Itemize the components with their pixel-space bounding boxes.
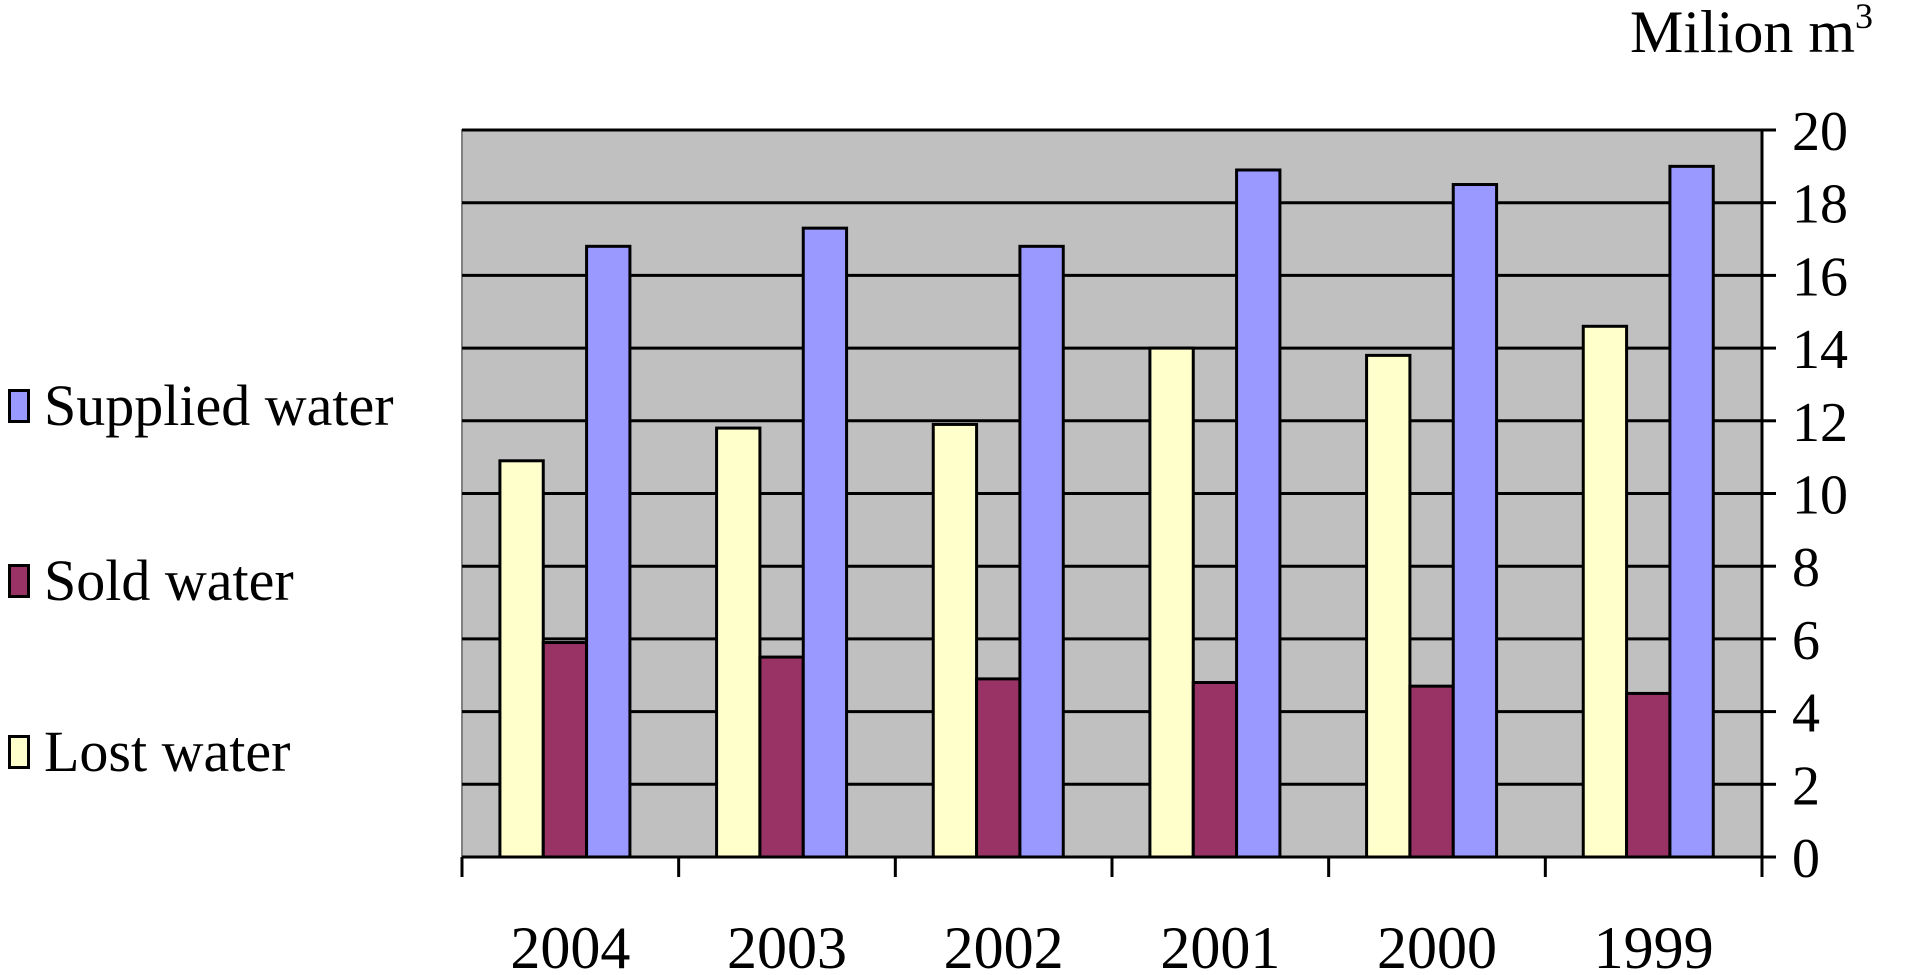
bar xyxy=(1625,691,1672,859)
y-tick-label: 2 xyxy=(1792,755,1820,817)
y-tick-label: 16 xyxy=(1792,246,1848,308)
bar xyxy=(541,641,589,859)
bar xyxy=(1191,681,1239,859)
y-tick-label: 18 xyxy=(1792,174,1848,236)
bar xyxy=(975,677,1022,859)
bar xyxy=(801,226,849,859)
bar xyxy=(1668,164,1715,859)
bar xyxy=(1018,244,1065,859)
bar xyxy=(758,655,805,859)
legend-label-lost-water: Lost water xyxy=(44,719,291,784)
x-tick-label: 2004 xyxy=(510,915,630,975)
bar xyxy=(1148,346,1195,859)
bar xyxy=(1581,324,1629,859)
y-tick-label: 20 xyxy=(1792,101,1848,163)
bar xyxy=(931,422,979,859)
bar xyxy=(1235,168,1282,859)
x-tick-label: 2001 xyxy=(1160,915,1280,975)
bar xyxy=(1408,684,1455,859)
x-tick-label: 1999 xyxy=(1594,915,1714,975)
legend-swatch-sold-water xyxy=(8,563,30,598)
y-tick-label: 8 xyxy=(1792,537,1820,599)
legend-item-lost-water: Lost water xyxy=(8,718,290,785)
y-tick-label: 6 xyxy=(1792,610,1820,672)
legend-swatch-supplied-water xyxy=(8,388,30,423)
unit-label: Milion m3 xyxy=(1630,0,1873,65)
bar xyxy=(585,244,632,859)
legend-label-supplied-water: Supplied water xyxy=(44,373,394,438)
y-tick-label: 10 xyxy=(1792,465,1848,527)
x-tick-label: 2003 xyxy=(727,915,847,975)
y-tick-label: 0 xyxy=(1792,828,1820,890)
legend-label-sold-water: Sold water xyxy=(44,548,294,613)
bar xyxy=(498,459,545,859)
legend-item-sold-water: Sold water xyxy=(8,547,294,614)
bar xyxy=(1365,353,1412,859)
y-tick-label: 12 xyxy=(1792,392,1848,454)
y-tick-label: 4 xyxy=(1792,683,1820,745)
y-tick-label: 14 xyxy=(1792,319,1848,381)
x-tick-label: 2000 xyxy=(1377,915,1497,975)
x-tick-label: 2002 xyxy=(944,915,1064,975)
bar xyxy=(1451,183,1499,859)
legend-item-supplied-water: Supplied water xyxy=(8,372,394,439)
legend-swatch-lost-water xyxy=(8,734,30,769)
bar xyxy=(715,426,762,859)
